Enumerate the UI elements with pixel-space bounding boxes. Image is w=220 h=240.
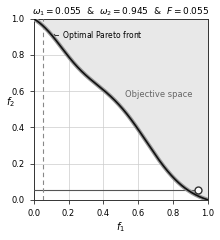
Title: $\omega_1 = 0.055$  &  $\omega_2 = 0.945$  &  $F = 0.055$: $\omega_1 = 0.055$ & $\omega_2 = 0.945$ … [32,6,209,18]
X-axis label: $f_1$: $f_1$ [116,221,125,234]
Text: $\leftarrow$ Optimal Pareto front: $\leftarrow$ Optimal Pareto front [51,30,143,42]
Text: Objective space: Objective space [125,90,193,99]
Y-axis label: $f_2$: $f_2$ [6,96,15,109]
